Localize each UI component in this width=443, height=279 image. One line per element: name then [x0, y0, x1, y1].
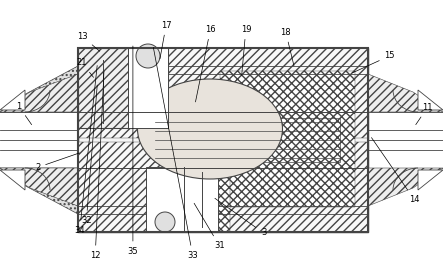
- Ellipse shape: [137, 79, 283, 179]
- Polygon shape: [0, 90, 25, 110]
- Bar: [146, 167, 218, 232]
- Text: 15: 15: [353, 51, 395, 73]
- Polygon shape: [0, 168, 78, 214]
- Polygon shape: [418, 90, 443, 110]
- Text: 31: 31: [194, 203, 225, 250]
- Text: 34: 34: [74, 66, 97, 235]
- Text: 14: 14: [372, 138, 420, 204]
- Bar: [155, 118, 340, 162]
- Text: 16: 16: [195, 25, 216, 102]
- Bar: [78, 48, 368, 232]
- Bar: [128, 48, 168, 128]
- Text: 12: 12: [90, 71, 104, 260]
- Text: 21: 21: [77, 58, 93, 77]
- Polygon shape: [220, 71, 355, 207]
- Polygon shape: [78, 142, 368, 232]
- Text: 2: 2: [35, 153, 79, 172]
- Polygon shape: [0, 168, 78, 206]
- Text: 3: 3: [215, 198, 266, 237]
- Polygon shape: [0, 74, 78, 112]
- Text: 1: 1: [16, 102, 31, 125]
- Bar: [78, 48, 368, 232]
- Text: 17: 17: [160, 21, 171, 59]
- Text: 33: 33: [153, 47, 198, 260]
- Circle shape: [136, 44, 160, 68]
- Text: 32: 32: [81, 85, 97, 225]
- Text: 13: 13: [77, 32, 100, 51]
- Polygon shape: [175, 161, 230, 232]
- Bar: [78, 48, 168, 128]
- Polygon shape: [78, 48, 368, 138]
- Polygon shape: [0, 168, 78, 206]
- Polygon shape: [368, 168, 443, 206]
- Polygon shape: [0, 74, 78, 112]
- Circle shape: [155, 212, 175, 232]
- Text: 11: 11: [416, 103, 433, 125]
- Polygon shape: [418, 170, 443, 190]
- Text: 18: 18: [280, 28, 294, 66]
- Polygon shape: [0, 170, 25, 190]
- Polygon shape: [368, 74, 443, 112]
- Text: 19: 19: [241, 25, 251, 75]
- Text: 35: 35: [128, 46, 138, 256]
- Polygon shape: [0, 66, 78, 112]
